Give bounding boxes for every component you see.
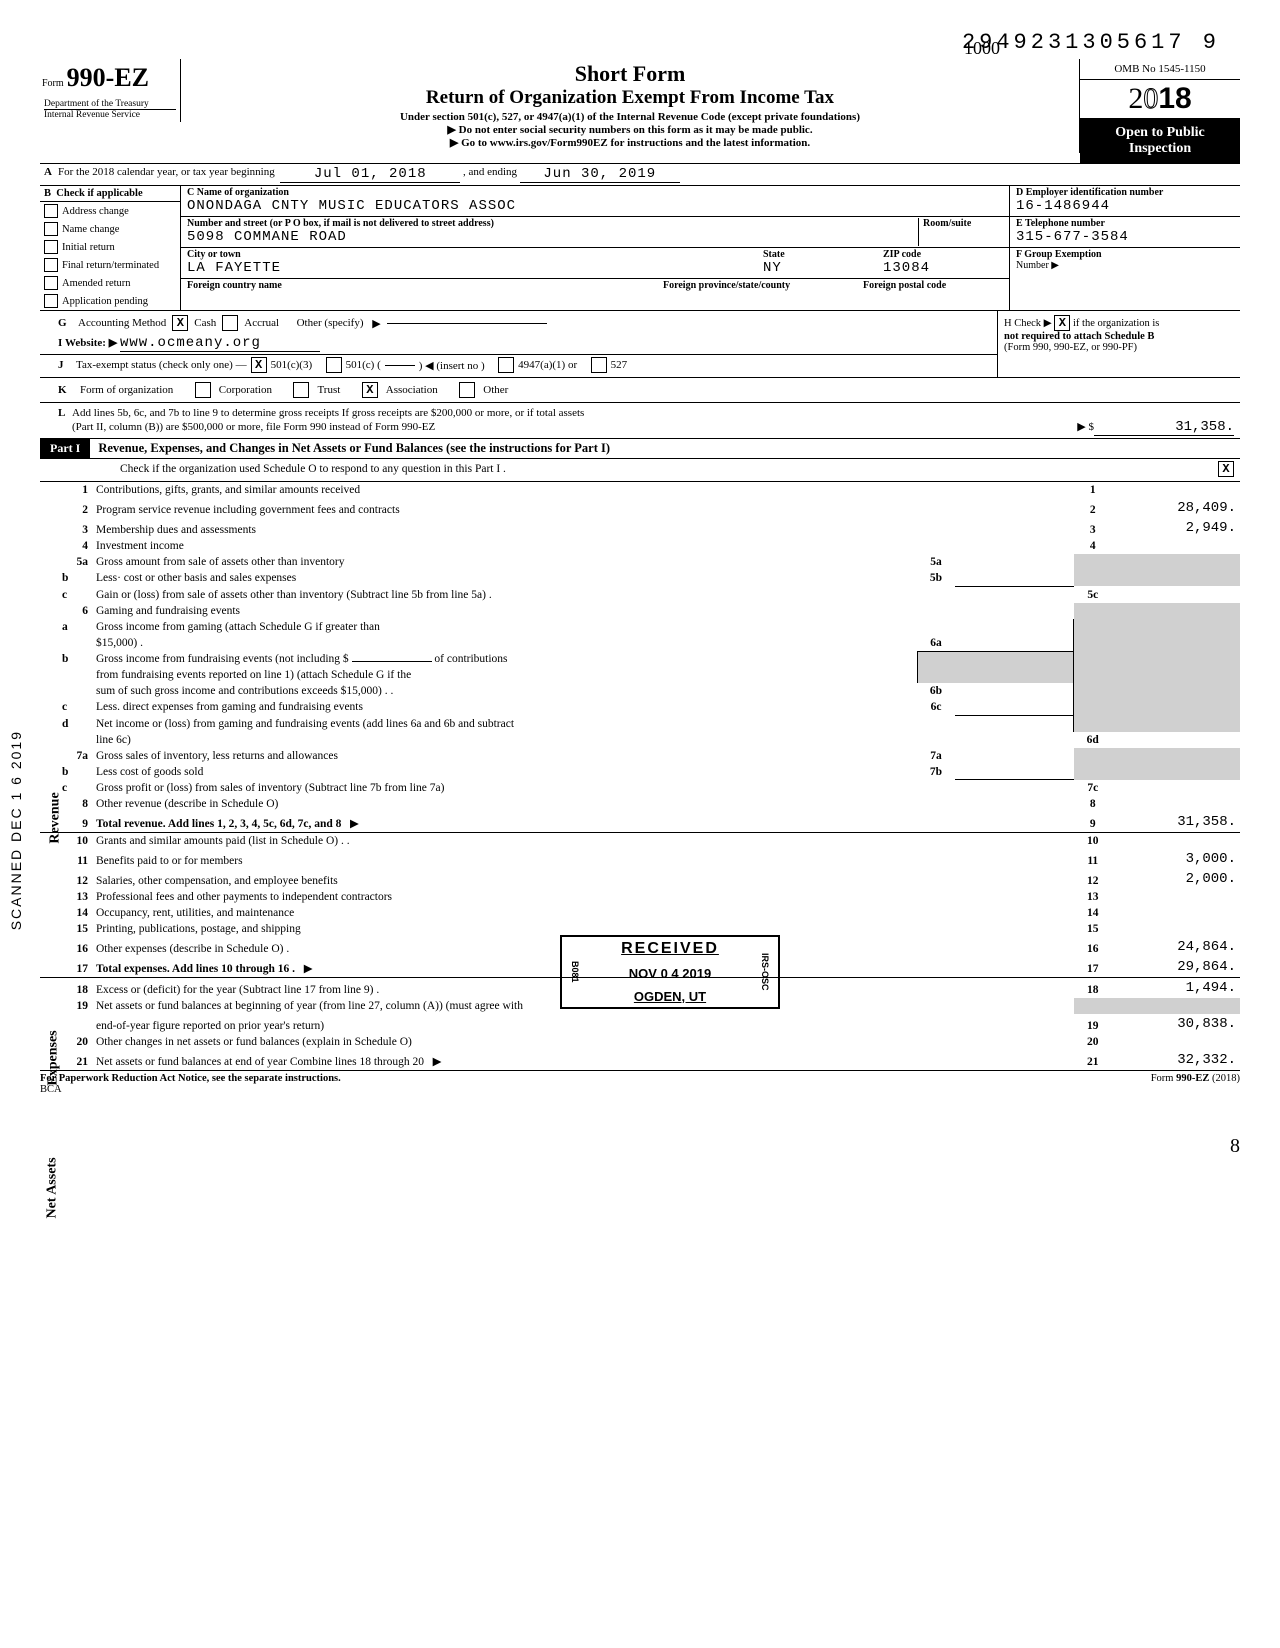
checkbox-pending[interactable] [44,294,58,308]
checkbox-527[interactable] [591,357,607,373]
form-page: 2949231305617 9 Form 990-EZ Department o… [40,30,1240,1158]
line12-amount: 2,000. [1112,869,1240,889]
line16-amount: 24,864. [1112,937,1240,957]
line18-amount: 1,494. [1112,978,1240,998]
title-return: Return of Organization Exempt From Incom… [189,87,1071,109]
handwritten-note: 1000 [964,38,1000,59]
part-i-header: Part I Revenue, Expenses, and Changes in… [40,438,1240,459]
checkbox-corp[interactable] [195,382,211,398]
entity-block: B Check if applicable Address change Nam… [40,186,1240,311]
received-stamp: B081 RECEIVED NOV 0 4 2019 OGDEN, UT IRS… [560,935,780,1009]
checkbox-h[interactable]: X [1054,315,1070,331]
checkbox-501c3[interactable]: X [251,357,267,373]
header-row: Form 990-EZ Department of the Treasury I… [40,59,1240,164]
side-expenses: Expenses [46,1030,62,1085]
checkbox-schedule-o-p1[interactable]: X [1218,461,1234,477]
omb: OMB No 1545-1150 [1080,59,1240,80]
footer: For Paperwork Reduction Act Notice, see … [40,1070,1240,1095]
website: www.ocmeany.org [120,335,320,352]
gross-receipts: 31,358. [1094,419,1234,436]
dln: 2949231305617 9 [40,30,1240,55]
line11-amount: 3,000. [1112,849,1240,869]
checkbox-amended[interactable] [44,276,58,290]
ein-col: D Employer identification number 16-1486… [1010,186,1240,310]
line9-total-revenue: 31,358. [1112,812,1240,833]
checkbox-cash[interactable]: X [172,315,188,331]
open-public: Open to Public Inspection [1080,119,1240,163]
side-revenue: Revenue [48,792,64,843]
checkbox-initial-return[interactable] [44,240,58,254]
state: NY [763,260,782,276]
city: LA FAYETTE [187,260,281,276]
page-number: 8 [40,1095,1240,1158]
form-prefix: Form [42,78,64,89]
period-begin: Jul 01, 2018 [280,166,460,183]
right-box: OMB No 1545-1150 20201818 Open to Public… [1080,59,1240,163]
checkbox-address-change[interactable] [44,204,58,218]
form-number: 990-EZ [67,63,149,92]
line17-total-expenses: 29,864. [1112,957,1240,978]
checkbox-final-return[interactable] [44,258,58,272]
checkbox-assoc[interactable]: X [362,382,378,398]
telephone: 315-677-3584 [1016,229,1129,245]
checkbox-4947[interactable] [498,357,514,373]
title-under: Under section 501(c), 527, or 4947(a)(1)… [189,111,1071,123]
title-ssn: Do not enter social security numbers on … [459,124,813,136]
side-netassets: Net Assets [45,1157,61,1218]
line19-amount: 30,838. [1112,1014,1240,1034]
tax-year: 20201818 [1080,80,1240,119]
name-col: C Name of organization ONONDAGA CNTY MUS… [181,186,1010,310]
line-a: A For the 2018 calendar year, or tax yea… [40,164,1240,186]
checkbox-other-org[interactable] [459,382,475,398]
line2-amount: 28,409. [1112,498,1240,518]
checkbox-trust[interactable] [293,382,309,398]
ein: 16-1486944 [1016,198,1110,214]
checkbox-accrual[interactable] [222,315,238,331]
line3-amount: 2,949. [1112,518,1240,538]
title-block: Short Form Return of Organization Exempt… [181,59,1080,153]
dept-treasury: Department of the Treasury [44,99,176,109]
checkbox-501c[interactable] [326,357,342,373]
dept-irs: Internal Revenue Service [44,109,176,120]
period-end: Jun 30, 2019 [520,166,680,183]
title-short: Short Form [189,61,1071,87]
zip: 13084 [883,260,930,276]
street: 5098 COMMANE ROAD [187,229,347,245]
org-name: ONONDAGA CNTY MUSIC EDUCATORS ASSOC [187,198,516,214]
check-col-b: B Check if applicable Address change Nam… [40,186,181,310]
title-goto: Go to www.irs.gov/Form990EZ for instruct… [461,137,810,149]
checkbox-name-change[interactable] [44,222,58,236]
scanned-stamp: SCANNED DEC 1 6 2019 [8,730,24,930]
line21-amount: 32,332. [1112,1050,1240,1070]
